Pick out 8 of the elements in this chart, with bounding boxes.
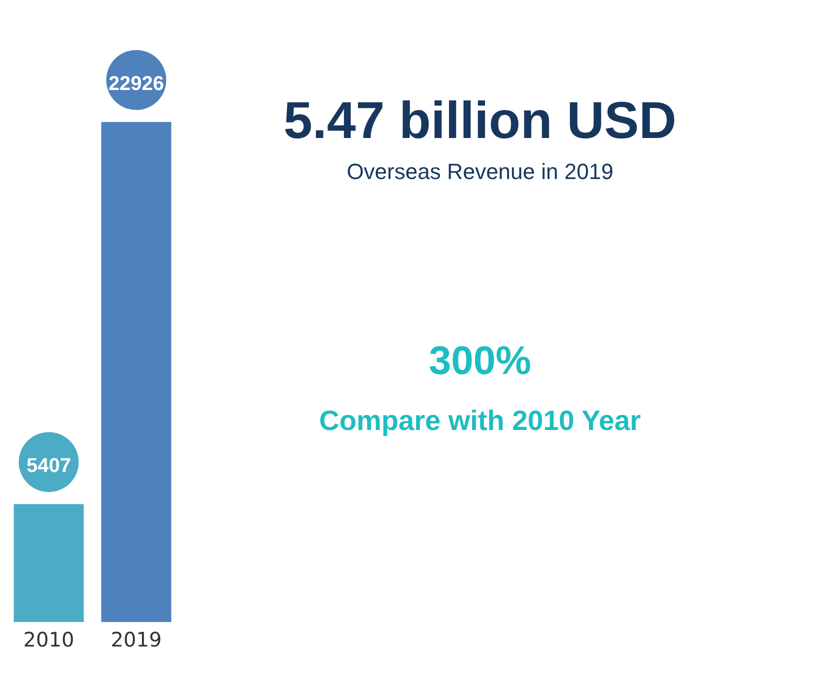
x-tick-label: 2019 bbox=[110, 628, 162, 652]
text: Overseas Revenue in 2019 bbox=[346, 159, 614, 184]
text: 5.47 billion USD bbox=[284, 92, 676, 150]
data-label: 5407 bbox=[26, 455, 71, 478]
text: 300% bbox=[428, 339, 532, 383]
text: Compare with 2010 Year bbox=[319, 405, 641, 436]
data-label: 22926 bbox=[108, 73, 164, 95]
x-tick-label: 2010 bbox=[23, 628, 74, 652]
